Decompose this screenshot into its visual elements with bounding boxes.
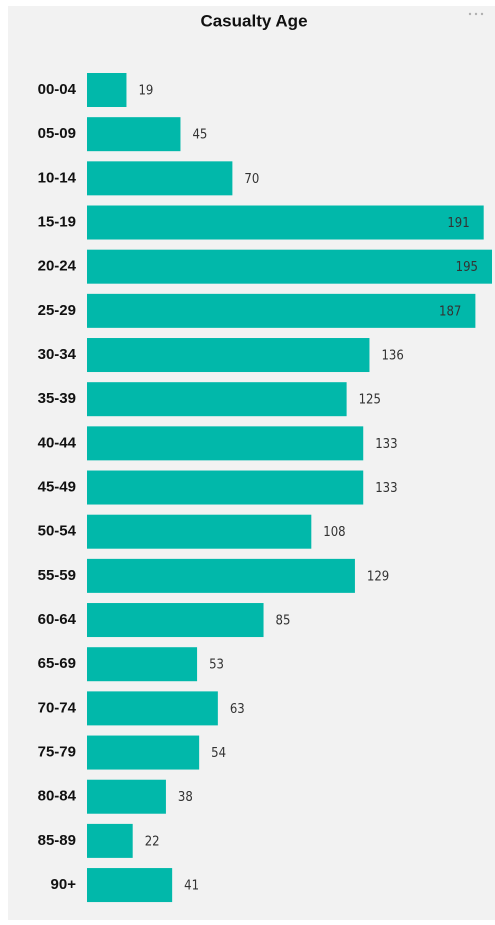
bar	[87, 558, 355, 593]
bar	[87, 779, 166, 814]
category-label: 90+	[51, 876, 77, 893]
data-label: 195	[456, 260, 478, 275]
bar	[87, 117, 181, 152]
category-label: 35-39	[38, 390, 76, 407]
bar	[87, 382, 347, 417]
data-label: 63	[230, 702, 245, 717]
category-label: 05-09	[38, 125, 76, 142]
data-label: 133	[375, 437, 397, 452]
data-label: 19	[138, 84, 153, 99]
data-label: 53	[209, 658, 224, 673]
category-label: 45-49	[38, 478, 76, 495]
dot	[468, 12, 472, 16]
category-label: 40-44	[38, 434, 77, 451]
data-label: 136	[381, 349, 403, 364]
data-label: 38	[178, 790, 193, 805]
more-options[interactable]	[468, 12, 484, 16]
bar	[87, 205, 484, 240]
data-label: 41	[184, 879, 199, 894]
data-label: 22	[145, 834, 160, 849]
category-label: 65-69	[38, 655, 76, 672]
category-label: 50-54	[38, 523, 77, 540]
dot	[480, 12, 484, 16]
bar	[87, 823, 133, 858]
category-label: 60-64	[38, 611, 77, 628]
bar	[87, 426, 364, 461]
data-label: 187	[439, 304, 461, 319]
data-label: 54	[211, 746, 226, 761]
data-label: 108	[323, 525, 345, 540]
category-label: 20-24	[38, 258, 77, 275]
bar	[87, 293, 476, 328]
bar	[87, 470, 364, 505]
category-label: 80-84	[38, 788, 77, 805]
category-label: 70-74	[38, 699, 77, 716]
data-label: 70	[244, 172, 259, 187]
bar	[87, 691, 218, 726]
data-label: 133	[375, 481, 397, 496]
category-label: 30-34	[38, 346, 77, 363]
category-label: 10-14	[38, 169, 77, 186]
bar	[87, 161, 233, 196]
category-label: 85-89	[38, 832, 76, 849]
data-label: 125	[359, 393, 381, 408]
category-label: 15-19	[38, 213, 76, 230]
category-label: 00-04	[38, 81, 77, 98]
bar	[87, 868, 173, 903]
bar	[87, 735, 200, 770]
bar	[87, 647, 198, 682]
chart-title: Casualty Age	[200, 11, 307, 30]
data-label: 85	[276, 614, 291, 629]
dot	[474, 12, 478, 16]
data-label: 45	[192, 128, 207, 143]
category-label: 75-79	[38, 744, 76, 761]
bar	[87, 249, 492, 284]
data-label: 191	[447, 216, 469, 231]
category-label: 25-29	[38, 302, 76, 319]
panel	[8, 6, 495, 920]
bar	[87, 514, 312, 549]
bar	[87, 603, 264, 638]
data-label: 129	[367, 569, 389, 584]
bar	[87, 338, 370, 373]
category-label: 55-59	[38, 567, 76, 584]
bar	[87, 73, 127, 107]
